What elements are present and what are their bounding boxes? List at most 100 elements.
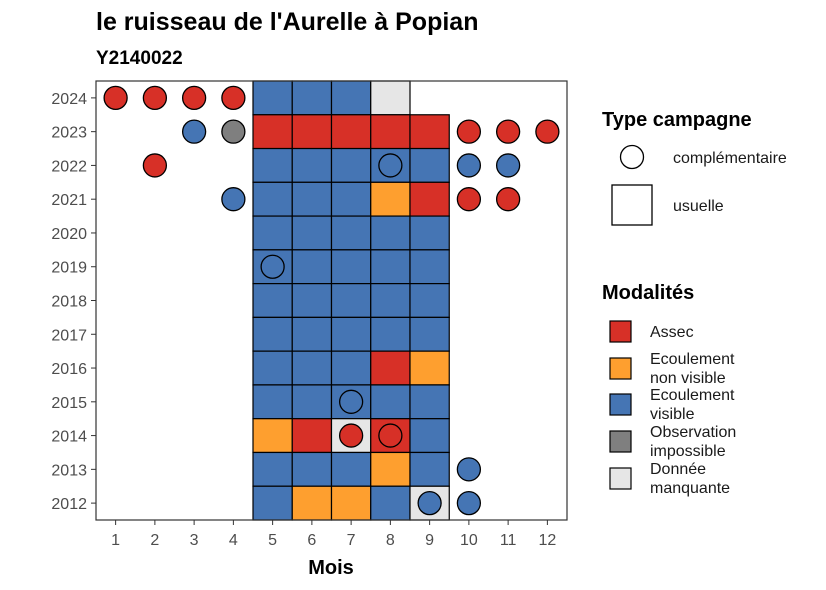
legend-modalite-key [609, 467, 632, 490]
legend-modalite-key [609, 357, 632, 380]
legend-type-label: usuelle [673, 198, 724, 215]
point-complementaire [495, 153, 521, 178]
cell-usuelle [370, 451, 411, 487]
point-complementaire [456, 153, 482, 178]
legend-circle-key [619, 144, 645, 170]
cell-usuelle [370, 316, 411, 352]
cell-usuelle [291, 418, 333, 454]
y-tick-label: 2015 [51, 395, 87, 412]
cell-usuelle [252, 384, 293, 420]
point-complementaire [142, 85, 168, 111]
y-tick-label: 2023 [51, 125, 87, 142]
legend-modalite-key [609, 393, 632, 416]
legend-modalite-label: Donnée manquante [650, 461, 730, 497]
point-complementaire [338, 389, 364, 414]
cell-usuelle [291, 181, 333, 217]
cell-usuelle [409, 451, 450, 487]
point-complementaire [221, 119, 246, 144]
y-tick-label: 2012 [51, 496, 87, 513]
cell-usuelle [252, 114, 293, 150]
cell-usuelle [370, 485, 411, 521]
cell-usuelle [252, 485, 293, 521]
legend-modalite-label: Assec [650, 324, 694, 341]
point-complementaire [338, 423, 364, 448]
point-complementaire [456, 490, 482, 516]
legend: Type campagne complémentaire usuelle Modali… [602, 109, 787, 497]
cell-usuelle [330, 80, 372, 116]
y-tick-label: 2020 [51, 226, 87, 243]
cell-usuelle [330, 181, 372, 217]
x-tick-label: 4 [229, 532, 238, 549]
point-complementaire [181, 119, 207, 144]
point-complementaire [456, 119, 482, 144]
x-tick-label: 8 [386, 532, 395, 549]
cell-usuelle [409, 181, 450, 217]
cell-usuelle [252, 80, 293, 116]
cell-usuelle [409, 350, 450, 386]
point-complementaire [260, 254, 285, 279]
cell-usuelle [370, 80, 411, 116]
point-complementaire [221, 85, 246, 111]
cell-usuelle [370, 249, 411, 285]
cell-usuelle [252, 316, 293, 352]
axes: 1 2 3 4 5 6 7 8 9 10 11 122012201320142015201620172… [51, 91, 556, 549]
legend-square-key [611, 184, 653, 226]
cell-usuelle [252, 283, 293, 318]
legend-modalite-label-line: manquante [650, 480, 730, 497]
cell-usuelle [291, 80, 333, 116]
point-complementaire [221, 187, 246, 212]
legend-type-label: complémentaire [673, 150, 787, 167]
y-tick-label: 2014 [51, 429, 87, 446]
cell-usuelle [291, 384, 333, 420]
y-tick-label: 2024 [51, 91, 87, 108]
point-complementaire [378, 153, 403, 178]
legend-modalite-key [609, 430, 632, 453]
cell-usuelle [370, 283, 411, 318]
point-complementaire [181, 85, 207, 111]
plot-area [95, 80, 568, 521]
cell-usuelle [409, 418, 450, 454]
cell-usuelle [291, 316, 333, 352]
x-tick-label: 11 [500, 532, 517, 549]
y-tick-label: 2021 [51, 192, 87, 209]
x-tick-label: 3 [190, 532, 199, 549]
cell-usuelle [370, 215, 411, 251]
cell-usuelle [330, 283, 372, 318]
cell-usuelle [291, 215, 333, 251]
x-tick-label: 5 [268, 532, 277, 549]
y-tick-label: 2022 [51, 158, 87, 175]
legend-modalite-label-line: non visible [650, 370, 726, 387]
legend-modalite-label: Ecoulement visible [650, 387, 735, 423]
x-tick-label: 7 [347, 532, 356, 549]
legend-modalite-label-line: visible [650, 406, 695, 423]
cell-usuelle [330, 350, 372, 386]
x-tick-label: 1 [111, 532, 120, 549]
cell-usuelle [409, 249, 450, 285]
cell-usuelle [409, 316, 450, 352]
cell-usuelle [252, 451, 293, 487]
legend-modalite-label-line: Observation [650, 424, 736, 441]
cell-usuelle [252, 147, 293, 183]
cell-usuelle [291, 350, 333, 386]
legend-modalite-label-line: Ecoulement [650, 351, 735, 368]
cell-usuelle [291, 147, 333, 183]
cell-usuelle [409, 384, 450, 420]
cell-usuelle [370, 181, 411, 217]
legend-modalite-label-line: Ecoulement [650, 387, 735, 404]
point-complementaire [535, 119, 560, 144]
cell-usuelle [291, 283, 333, 318]
cell-usuelle [370, 350, 411, 386]
cell-usuelle [291, 485, 333, 521]
legend-modalite-label-line: Donnée [650, 461, 706, 478]
point-complementaire [103, 85, 128, 111]
legend-modalite-label: Observation impossible [650, 424, 736, 460]
point-complementaire [495, 119, 521, 144]
cell-usuelle [409, 215, 450, 251]
x-tick-label: 12 [538, 532, 556, 549]
cell-usuelle [330, 451, 372, 487]
point-complementaire [456, 457, 482, 482]
x-tick-label: 9 [425, 532, 434, 549]
y-tick-label: 2017 [51, 327, 87, 344]
cell-usuelle [370, 114, 411, 150]
chart-title: le ruisseau de l'Aurelle à Popian [96, 8, 478, 36]
